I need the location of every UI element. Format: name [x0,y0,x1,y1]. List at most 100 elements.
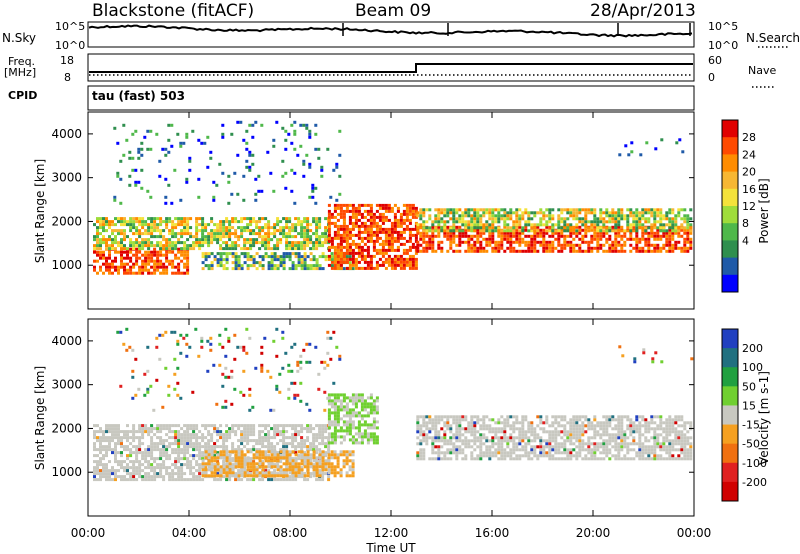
echo-cell [267,450,271,454]
echo-cell [165,469,169,473]
echo-cell [156,472,160,476]
echo-cell [213,468,217,472]
echo-cell [363,236,367,240]
echo-cell [210,471,214,475]
echo-cell [530,229,534,233]
echo-cell [384,236,388,240]
echo-cell [113,126,117,130]
echo-cell [572,226,576,230]
echo-cell [249,223,253,227]
echo-cell [461,433,465,437]
echo-cell [485,415,489,419]
echo-cell [191,129,195,133]
echo-cell [243,252,247,256]
echo-cell [387,233,391,237]
echo-cell [102,217,105,221]
echo-cell [321,462,325,466]
echo-cell [197,177,201,181]
echo-cell [554,421,558,425]
echo-cell [470,243,474,247]
echo-cell [294,478,298,482]
echo-cell [647,237,651,241]
echo-cell [539,451,543,455]
echo-cell [180,235,184,239]
echo-cell [321,450,325,454]
echo-cell [246,433,250,437]
echo-cell [303,460,307,464]
echo-cell [360,438,364,442]
echo-cell [402,248,406,252]
echo-cell [294,223,298,227]
echo-cell [497,246,501,250]
echo-cell [243,459,247,463]
echo-cell [123,433,126,437]
echo-cell [231,427,235,431]
echo-cell [375,203,379,207]
echo-cell [213,450,217,454]
echo-cell [207,442,211,446]
echo-cell [147,448,151,452]
echo-cell [279,430,283,434]
echo-cell [560,246,564,250]
echo-cell [494,454,498,458]
echo-cell [324,238,328,242]
echo-cell [503,436,507,440]
echo-cell [312,459,316,463]
echo-cell [428,418,432,422]
echo-cell [375,438,379,442]
echo-cell [390,230,394,234]
echo-cell [174,223,178,227]
echo-cell [129,451,133,455]
echo-cell [437,451,441,455]
echo-cell [533,234,537,238]
echo-cell [503,249,507,253]
echo-cell [270,478,274,482]
echo-cell [443,226,447,230]
echo-cell [174,265,178,269]
echo-cell [147,454,151,458]
echo-cell [237,456,241,460]
echo-cell [120,442,123,446]
echo-cell [294,217,298,221]
echo-cell [123,478,126,482]
echo-cell [548,451,552,455]
echo-cell [327,465,331,469]
echo-cell [162,463,166,467]
echo-cell [264,255,268,259]
echo-cell [668,243,672,247]
echo-cell [431,231,435,235]
echo-cell [333,453,337,457]
echo-cell [113,198,117,202]
echo-cell [150,241,154,245]
echo-cell [572,442,576,446]
echo-cell [306,462,310,466]
echo-cell [279,478,283,482]
echo-cell [237,462,241,466]
echo-cell [234,478,238,482]
echo-cell [452,415,456,419]
echo-cell [147,460,151,464]
echo-cell [587,421,591,425]
echo-cell [485,439,489,443]
echo-cell [186,226,190,230]
echo-cell [135,247,139,251]
echo-cell [405,248,409,252]
echo-cell [476,418,480,422]
echo-cell [366,251,370,255]
echo-cell [171,424,175,428]
echo-cell [309,442,313,446]
echo-cell [255,474,259,478]
echo-cell [452,229,456,233]
echo-cell [225,267,229,271]
echo-cell [557,451,561,455]
echo-cell [219,445,223,449]
echo-cell [390,221,394,225]
echo-cell [366,224,370,228]
echo-cell [345,209,349,213]
echo-cell [554,246,558,250]
echo-cell [671,231,675,235]
echo-cell [578,249,582,253]
echo-cell [312,232,316,236]
echo-cell [464,415,468,419]
echo-cell [270,238,274,242]
